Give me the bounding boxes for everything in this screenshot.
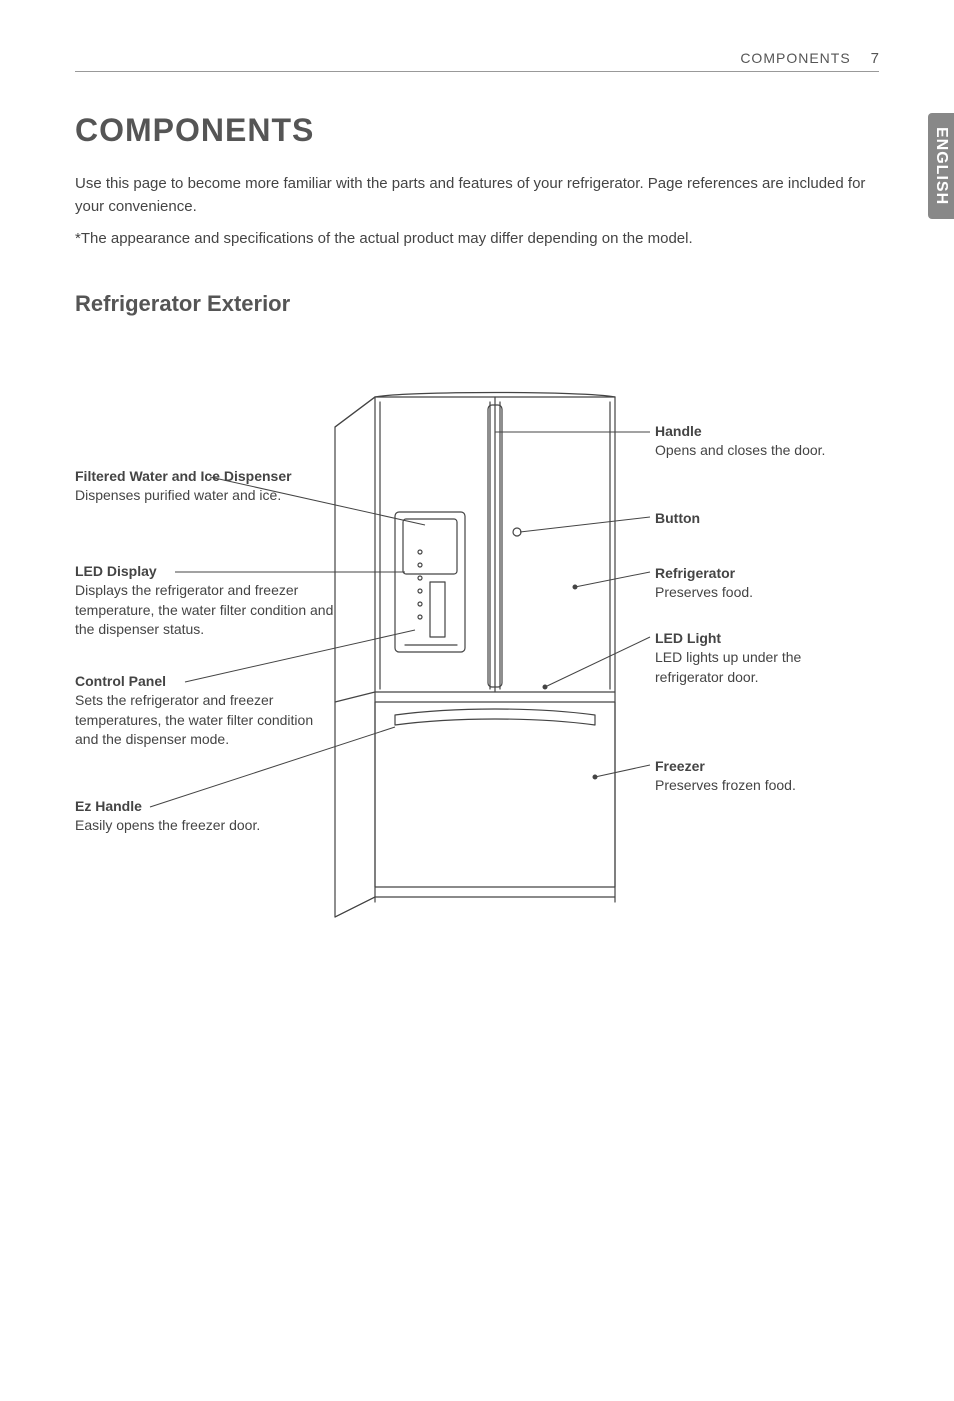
callout-handle: Handle Opens and closes the door. (655, 422, 835, 461)
callout-desc: Preserves food. (655, 584, 753, 600)
callout-desc: Dispenses purified water and ice. (75, 487, 281, 503)
callout-ez-handle: Ez Handle Easily opens the freezer door. (75, 797, 335, 836)
callout-freezer: Freezer Preserves frozen food. (655, 757, 835, 796)
callout-button: Button (655, 509, 835, 529)
page-title: COMPONENTS (75, 112, 879, 149)
callout-desc: LED lights up under the refrigerator doo… (655, 649, 801, 685)
callout-desc: Displays the refrigerator and freezer te… (75, 582, 333, 637)
callout-led-display: LED Display Displays the refrigerator an… (75, 562, 335, 640)
callout-desc: Preserves frozen food. (655, 777, 796, 793)
callout-title: Refrigerator (655, 564, 835, 584)
page-header: COMPONENTS 7 (75, 50, 879, 72)
page-number: 7 (871, 50, 879, 67)
callout-title: Filtered Water and Ice Dispenser (75, 467, 335, 487)
callout-title: Control Panel (75, 672, 335, 692)
callout-title: Ez Handle (75, 797, 335, 817)
callout-refrigerator: Refrigerator Preserves food. (655, 564, 835, 603)
callout-desc: Opens and closes the door. (655, 442, 825, 458)
callout-title: Freezer (655, 757, 835, 777)
section-subtitle: Refrigerator Exterior (75, 291, 879, 317)
intro-paragraph: Use this page to become more familiar wi… (75, 173, 879, 218)
language-tab: ENGLISH (928, 113, 954, 219)
callout-title: Handle (655, 422, 835, 442)
callout-filtered-water: Filtered Water and Ice Dispenser Dispens… (75, 467, 335, 506)
callout-desc: Sets the refrigerator and freezer temper… (75, 692, 313, 747)
header-section-label: COMPONENTS (740, 50, 850, 66)
callout-desc: Easily opens the freezer door. (75, 817, 260, 833)
manual-page: COMPONENTS 7 ENGLISH COMPONENTS Use this… (0, 0, 954, 987)
callout-control-panel: Control Panel Sets the refrigerator and … (75, 672, 335, 750)
exterior-diagram: Filtered Water and Ice Dispenser Dispens… (75, 357, 875, 937)
callout-led-light: LED Light LED lights up under the refrig… (655, 629, 835, 688)
callout-title: LED Display (75, 562, 335, 582)
callout-title: LED Light (655, 629, 835, 649)
note-paragraph: *The appearance and specifications of th… (75, 228, 879, 251)
callout-title: Button (655, 509, 835, 529)
